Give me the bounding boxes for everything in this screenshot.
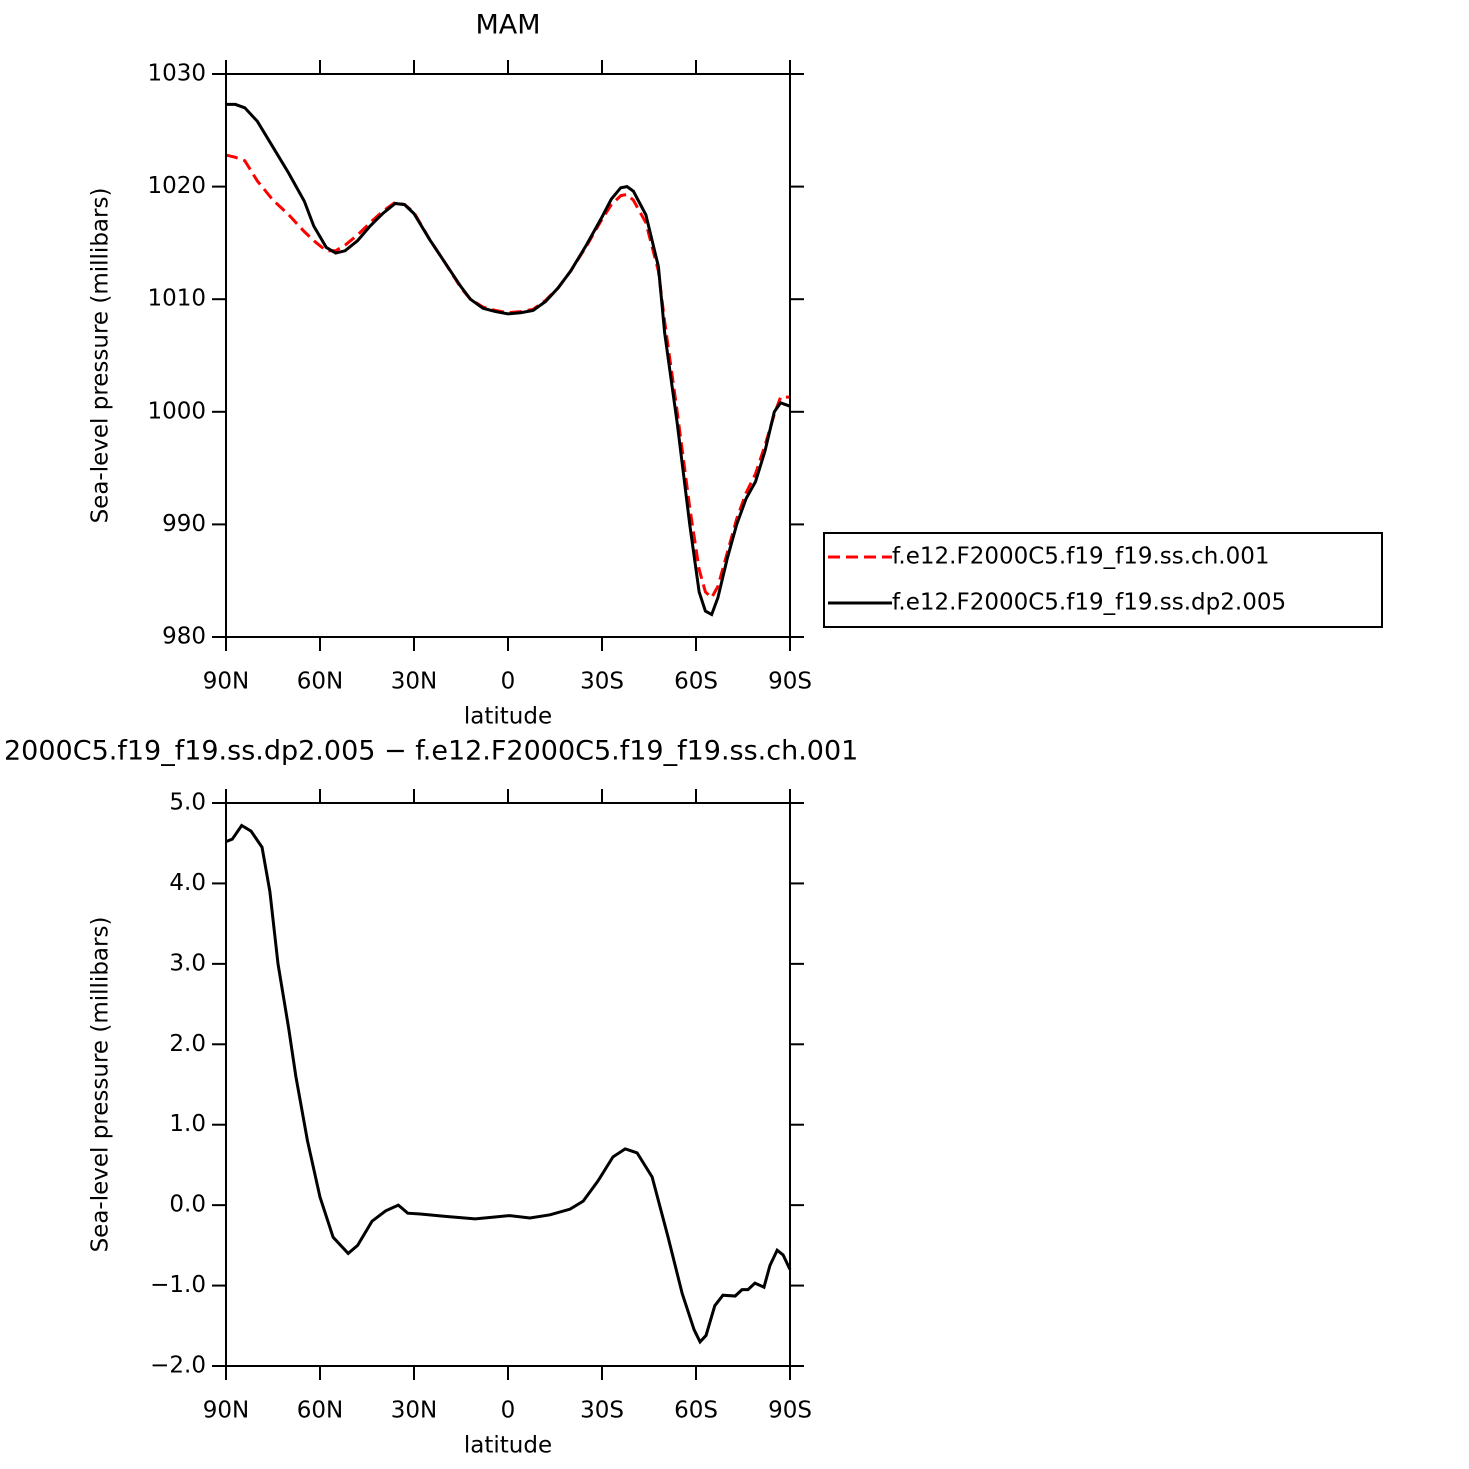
y-tick-label: 5.0	[169, 790, 206, 816]
x-tick-label: 90N	[203, 1398, 249, 1424]
x-tick-label: 0	[501, 1398, 516, 1424]
chart-title: MAM	[475, 10, 540, 41]
x-tick-label: 90S	[768, 1398, 812, 1424]
y-tick-label: 1.0	[169, 1111, 206, 1137]
x-tick-label: 90S	[768, 669, 812, 695]
series-line	[225, 823, 792, 1345]
y-tick-label: 1020	[147, 173, 206, 199]
y-axis-label: Sea-level pressure (millibars)	[88, 188, 114, 524]
x-tick-label: 0	[501, 669, 516, 695]
x-tick-label: 90N	[203, 669, 249, 695]
x-tick-label: 30N	[391, 669, 437, 695]
legend-box	[823, 532, 1383, 628]
x-tick-label: 30S	[580, 669, 624, 695]
y-tick-label: 1010	[147, 286, 206, 312]
y-tick-label: 3.0	[169, 950, 206, 976]
y-tick-label: −1.0	[150, 1272, 206, 1298]
y-tick-label: 0.0	[169, 1192, 206, 1218]
legend-label: f.e12.F2000C5.f19_f19.ss.dp2.005	[892, 590, 1286, 616]
y-tick-label: 980	[162, 624, 206, 650]
y-tick-label: 1000	[147, 398, 206, 424]
x-tick-label: 30S	[580, 1398, 624, 1424]
x-tick-label: 60N	[297, 669, 343, 695]
legend-label: f.e12.F2000C5.f19_f19.ss.ch.001	[892, 544, 1269, 570]
y-tick-label: −2.0	[150, 1353, 206, 1379]
chart-title: 2000C5.f19_f19.ss.dp2.005 − f.e12.F2000C…	[4, 736, 858, 767]
plot-frame	[225, 73, 791, 638]
x-axis-label: latitude	[464, 1433, 552, 1459]
y-tick-label: 1030	[147, 61, 206, 87]
y-tick-label: 990	[162, 511, 206, 537]
plot-frame	[225, 802, 791, 1367]
x-tick-label: 60S	[674, 669, 718, 695]
y-tick-label: 4.0	[169, 870, 206, 896]
series-line	[226, 102, 791, 617]
x-tick-label: 60N	[297, 1398, 343, 1424]
y-tick-label: 2.0	[169, 1031, 206, 1057]
x-tick-label: 30N	[391, 1398, 437, 1424]
x-axis-label: latitude	[464, 704, 552, 730]
x-tick-label: 60S	[674, 1398, 718, 1424]
y-axis-label: Sea-level pressure (millibars)	[88, 917, 114, 1253]
